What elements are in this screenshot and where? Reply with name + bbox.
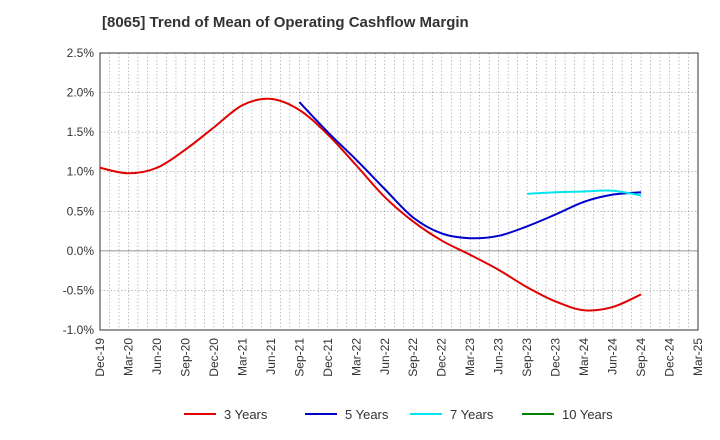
x-tick-label: Sep-20 xyxy=(178,338,192,377)
series-lines xyxy=(99,97,642,312)
y-tick-label: 0.5% xyxy=(67,204,95,218)
legend-label-5-years: 5 Years xyxy=(345,407,389,422)
x-tick-label: Jun-20 xyxy=(150,338,164,375)
y-tick-label: 1.0% xyxy=(67,165,95,179)
x-tick-label: Sep-22 xyxy=(406,338,420,377)
series-line-5-years xyxy=(298,101,642,240)
chart-title: [8065] Trend of Mean of Operating Cashfl… xyxy=(102,14,469,31)
x-tick-label: Dec-20 xyxy=(207,338,221,377)
legend: 3 Years 5 Years 7 Years 10 Years xyxy=(184,407,613,422)
plot-area xyxy=(99,52,699,331)
y-tick-label: 0.0% xyxy=(67,244,95,258)
x-tick-label: Dec-21 xyxy=(321,338,335,377)
x-tick-label: Dec-19 xyxy=(93,338,107,377)
x-tick-label: Jun-22 xyxy=(378,338,392,375)
x-tick-label: Jun-23 xyxy=(492,338,506,375)
x-tick-label: Jun-24 xyxy=(606,338,620,375)
legend-label-7-years: 7 Years xyxy=(450,407,494,422)
series-line-3-years xyxy=(99,97,642,312)
x-tick-label: Sep-23 xyxy=(520,338,534,377)
x-tick-label: Sep-24 xyxy=(634,338,648,377)
series-line-7-years xyxy=(527,189,642,197)
y-tick-label: -0.5% xyxy=(63,283,95,297)
x-tick-label: Mar-21 xyxy=(235,338,249,376)
legend-label-10-years: 10 Years xyxy=(562,407,613,422)
y-tick-label: 2.5% xyxy=(67,46,95,60)
x-tick-label: Sep-21 xyxy=(292,338,306,377)
x-tick-label: Mar-23 xyxy=(463,338,477,376)
x-tick-label: Dec-23 xyxy=(549,338,563,377)
y-axis: 2.5% 2.0% 1.5% 1.0% 0.5% 0.0% -0.5% -1.0% xyxy=(63,46,95,337)
y-tick-label: -1.0% xyxy=(63,323,95,337)
legend-label-3-years: 3 Years xyxy=(224,407,268,422)
x-tick-label: Dec-22 xyxy=(435,338,449,377)
x-axis: Dec-19 Mar-20 Jun-20 Sep-20 Dec-20 Mar-21 Jun-… xyxy=(93,338,705,377)
x-tick-label: Mar-24 xyxy=(577,338,591,376)
x-tick-label: Dec-24 xyxy=(663,338,677,377)
x-tick-label: Jun-21 xyxy=(264,338,278,375)
x-tick-label: Mar-22 xyxy=(349,338,363,376)
x-tick-label: Mar-20 xyxy=(121,338,135,376)
y-tick-label: 1.5% xyxy=(67,125,95,139)
y-tick-label: 2.0% xyxy=(67,86,95,100)
x-tick-label: Mar-25 xyxy=(691,338,705,376)
